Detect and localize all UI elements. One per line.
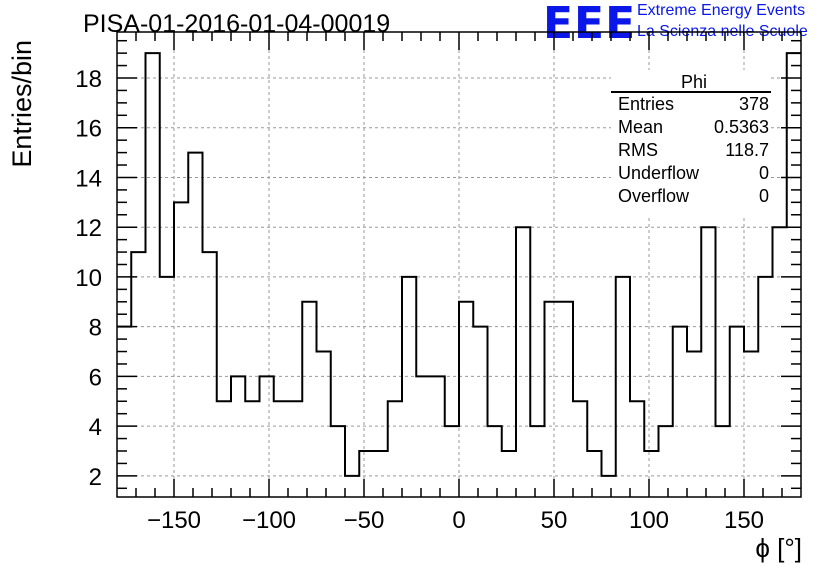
y-tick-label: 18 [75, 66, 102, 93]
stats-row-label: Overflow [618, 186, 690, 206]
logo-line-1: Extreme Energy Events [637, 2, 806, 19]
stats-row-value: 0.5363 [714, 117, 769, 137]
axis-ticks [117, 32, 801, 497]
eee-logo-mark: EEE [543, 0, 637, 49]
x-tick-label: 100 [629, 507, 669, 534]
y-tick-label: 14 [75, 165, 102, 192]
y-tick-label: 4 [89, 414, 102, 441]
stats-row-label: Underflow [618, 163, 700, 183]
stats-row-value: 0 [759, 186, 769, 206]
y-tick-label: 16 [75, 116, 102, 143]
y-tick-label: 6 [89, 364, 102, 391]
y-tick-label: 12 [75, 215, 102, 242]
stats-row-label: Entries [618, 94, 674, 114]
y-tick-label: 10 [75, 265, 102, 292]
x-tick-label: −50 [344, 507, 385, 534]
x-tick-label: −100 [242, 507, 296, 534]
histogram-outline [117, 52, 801, 477]
y-tick-label: 8 [89, 315, 102, 342]
stats-row-label: RMS [618, 140, 658, 160]
x-axis-label: ϕ [°] [755, 533, 802, 563]
x-tick-label: 0 [452, 507, 465, 534]
stats-row-value: 118.7 [725, 140, 769, 160]
x-tick-label: −150 [147, 507, 201, 534]
stats-row-label: Mean [618, 117, 663, 137]
stats-box-title: Phi [681, 72, 707, 92]
stats-row-value: 378 [739, 94, 769, 114]
stats-box-background [611, 70, 771, 216]
y-tick-label: 2 [89, 464, 102, 491]
tick-labels: −150 −100 −50 0 50 100 150 2 4 6 8 10 12 14 16 18 [75, 66, 764, 534]
y-axis-label: Entries/bin [7, 40, 37, 168]
x-tick-label: 50 [541, 507, 568, 534]
x-tick-label: 150 [724, 507, 764, 534]
stats-box: Phi Entries 378 Mean 0.5363 RMS 118.7 Underflow… [611, 70, 771, 216]
chart-title: PISA-01-2016-01-04-00019 [83, 10, 391, 38]
stats-row-value: 0 [759, 163, 769, 183]
